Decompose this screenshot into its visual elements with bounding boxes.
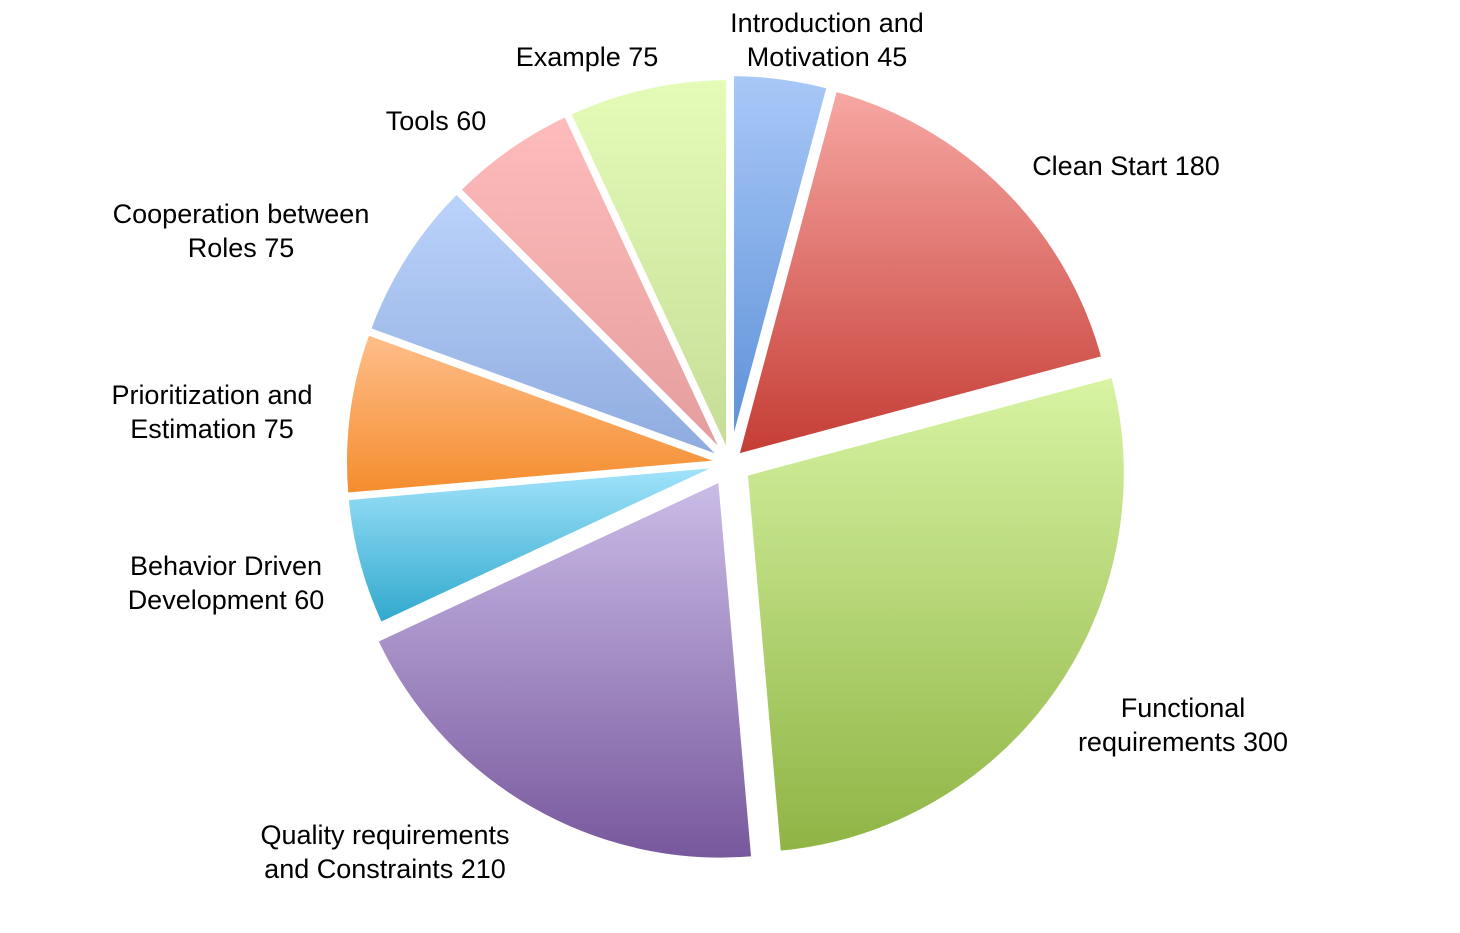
- slice-label-prioritization-and-estimation: Prioritization and Estimation 75: [111, 380, 312, 444]
- pie-slice-tools: [453, 109, 731, 462]
- slice-label-line: Development 60: [128, 585, 325, 615]
- pie-slice-example: [563, 74, 733, 461]
- pie-slice-cooperation-between-roles: [363, 186, 729, 464]
- pie-labels: Introduction and Motivation 45 Clean Start…: [111, 8, 1288, 884]
- slice-label-quality-requirements-and-constraints: Quality requirements and Constraints 210: [260, 820, 509, 884]
- pie-slice-functional-requirements: [741, 370, 1130, 858]
- slice-label-introduction-and-motivation: Introduction and Motivation 45: [730, 8, 924, 72]
- slice-label-line: and Constraints 210: [264, 854, 506, 884]
- slice-label-line: Clean Start 180: [1032, 151, 1220, 181]
- slice-label-line: Motivation 45: [747, 42, 908, 72]
- pie-slice-quality-requirements-and-constraints: [370, 474, 758, 864]
- slice-label-tools: Tools 60: [386, 106, 487, 136]
- pie-slice-clean-start: [731, 84, 1109, 462]
- slice-label-line: Prioritization and: [111, 380, 312, 410]
- slice-label-behavior-driven-development: Behavior Driven Development 60: [128, 551, 325, 615]
- slice-label-line: Example 75: [516, 42, 659, 72]
- slice-label-line: Roles 75: [188, 233, 295, 263]
- slice-label-line: Tools 60: [386, 106, 487, 136]
- slice-label-line: Cooperation between: [113, 199, 370, 229]
- slice-label-clean-start: Clean Start 180: [1032, 151, 1220, 181]
- slice-label-line: Estimation 75: [130, 414, 294, 444]
- pie-slices: [341, 70, 1130, 864]
- slice-label-line: Quality requirements: [260, 820, 509, 850]
- slice-label-line: Behavior Driven: [130, 551, 322, 581]
- slice-label-example: Example 75: [516, 42, 659, 72]
- pie-slice-behavior-driven-development: [342, 461, 728, 630]
- pie-slice-prioritization-and-estimation: [341, 327, 728, 500]
- slice-label-line: requirements 300: [1078, 727, 1288, 757]
- slice-label-line: Functional: [1121, 693, 1246, 723]
- slice-label-line: Introduction and: [730, 8, 924, 38]
- pie-slice-introduction-and-motivation: [728, 70, 834, 456]
- slice-label-cooperation-between-roles: Cooperation between Roles 75: [113, 199, 370, 263]
- slice-label-functional-requirements: Functional requirements 300: [1078, 693, 1288, 757]
